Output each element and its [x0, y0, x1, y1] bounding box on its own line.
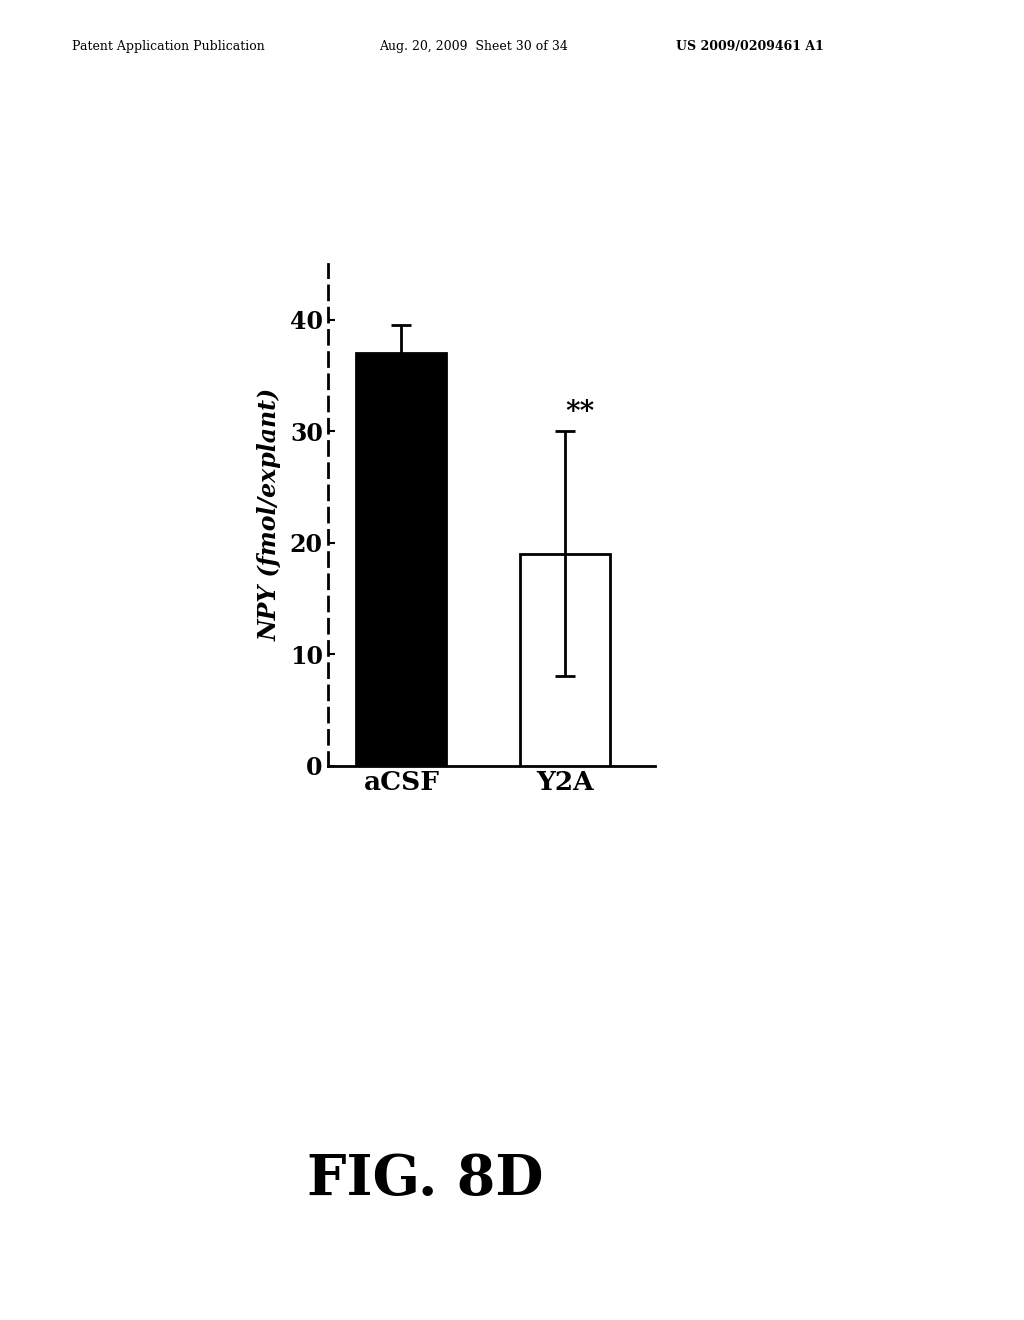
Bar — [520, 554, 610, 766]
Bar — [356, 354, 446, 766]
Text: FIG. 8D: FIG. 8D — [307, 1151, 544, 1206]
Text: Aug. 20, 2009  Sheet 30 of 34: Aug. 20, 2009 Sheet 30 of 34 — [379, 40, 567, 53]
Text: US 2009/0209461 A1: US 2009/0209461 A1 — [676, 40, 823, 53]
Text: Patent Application Publication: Patent Application Publication — [72, 40, 264, 53]
Y-axis label: NPY (fmol/explant): NPY (fmol/explant) — [257, 388, 282, 642]
Text: **: ** — [565, 399, 595, 425]
